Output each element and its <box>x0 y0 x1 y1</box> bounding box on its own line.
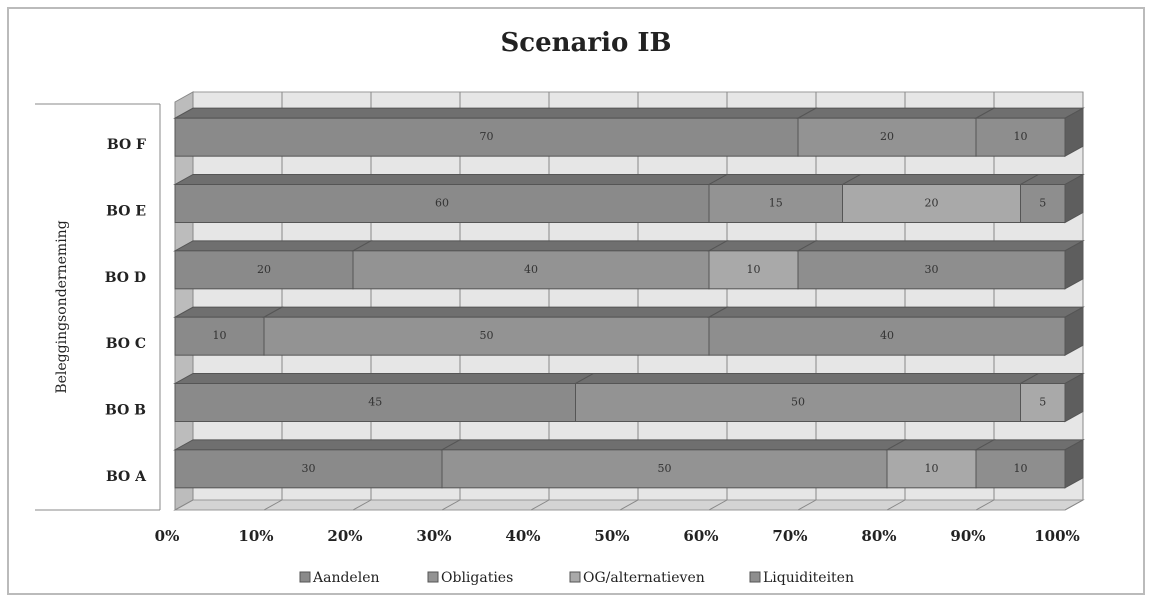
x-tick-label: 90% <box>950 527 985 545</box>
x-tick-label: 70% <box>772 527 807 545</box>
bar-end <box>1064 239 1084 290</box>
x-tick-label: 40% <box>505 527 540 545</box>
grid-line <box>797 499 817 511</box>
bar <box>797 250 1066 290</box>
bar-top <box>173 107 818 119</box>
data-label: 40 <box>524 263 538 276</box>
bar <box>708 250 799 290</box>
data-label: 70 <box>480 130 494 143</box>
grid-line <box>886 499 906 511</box>
bar <box>263 316 710 356</box>
legend-label: OG/alternatieven <box>583 570 705 586</box>
legend-label: Liquiditeiten <box>763 570 854 586</box>
y-tick-label: BO F <box>107 137 146 153</box>
grid-line <box>708 499 728 511</box>
legend-swatch <box>749 571 761 583</box>
bar <box>1020 383 1066 422</box>
y-axis-label: Beleggingsonderneming <box>54 220 70 393</box>
bar-top <box>173 240 373 252</box>
bar-top <box>173 373 596 384</box>
data-label: 30 <box>925 263 939 276</box>
x-tick-label: 80% <box>861 527 896 545</box>
bar <box>174 316 265 356</box>
data-label: 10 <box>213 329 227 342</box>
x-tick-label: 10% <box>238 527 273 545</box>
bar-top <box>262 306 729 318</box>
data-label: 40 <box>880 329 894 342</box>
data-label: 20 <box>925 197 939 210</box>
x-tick-label: 50% <box>594 527 629 545</box>
bar-top <box>173 174 729 185</box>
chart-title: Scenario IB <box>500 28 671 58</box>
grid-line <box>174 499 194 511</box>
data-label: 20 <box>880 130 894 143</box>
grid-line <box>619 499 639 511</box>
y-tick-label: BO D <box>105 270 146 286</box>
bar <box>708 316 1066 356</box>
data-label: 20 <box>257 263 271 276</box>
data-label: 10 <box>1014 462 1028 475</box>
data-label: 5 <box>1039 396 1046 409</box>
data-label: 60 <box>435 197 449 210</box>
grid-line <box>441 499 461 511</box>
data-label: 10 <box>1014 130 1028 143</box>
legend-label: Aandelen <box>312 570 380 586</box>
grid-line <box>263 499 283 511</box>
bar-end <box>1064 372 1084 423</box>
bar <box>708 184 843 223</box>
bar <box>174 383 576 422</box>
bar <box>174 184 710 223</box>
legend-label: Obligaties <box>441 570 513 586</box>
bar <box>174 117 799 157</box>
bar <box>441 449 888 489</box>
bar <box>575 383 1021 422</box>
bar-top <box>707 306 1085 318</box>
data-label: 10 <box>747 263 761 276</box>
legend-swatch <box>299 571 311 583</box>
bar-top <box>840 174 1041 185</box>
x-tick-label: 20% <box>327 527 362 545</box>
data-label: 45 <box>368 396 382 409</box>
data-label: 30 <box>302 462 316 475</box>
bar-end <box>1064 173 1084 224</box>
bar-end <box>1064 438 1084 489</box>
data-label: 50 <box>480 329 494 342</box>
grid-line <box>1064 499 1084 511</box>
bar <box>975 117 1066 157</box>
data-label: 5 <box>1039 197 1046 210</box>
x-tick-label: 60% <box>683 527 718 545</box>
bar-top <box>173 439 462 451</box>
y-tick-label: BO E <box>106 204 146 220</box>
bar <box>975 449 1066 489</box>
grid-line <box>975 499 995 511</box>
data-label: 50 <box>791 396 805 409</box>
legend-swatch <box>569 571 581 583</box>
y-tick-label: BO A <box>106 469 147 485</box>
x-tick-label: 30% <box>416 527 451 545</box>
bar-top <box>707 174 863 185</box>
data-label: 50 <box>658 462 672 475</box>
x-tick-label: 100% <box>1034 527 1080 545</box>
legend-swatch <box>427 571 439 583</box>
grid-line <box>530 499 550 511</box>
bar-end <box>1064 107 1084 158</box>
bar <box>352 250 710 290</box>
bar-top <box>796 107 996 119</box>
bar <box>1020 184 1066 223</box>
bar-end <box>1064 306 1084 357</box>
bar-top <box>796 240 1085 252</box>
data-label: 10 <box>925 462 939 475</box>
bar-top <box>440 439 907 451</box>
x-tick-label: 0% <box>155 527 180 545</box>
y-tick-label: BO B <box>105 403 146 419</box>
data-label: 15 <box>769 197 783 210</box>
grid-line <box>352 499 372 511</box>
bar-top <box>351 240 729 252</box>
bar <box>842 184 1021 223</box>
y-tick-label: BO C <box>106 336 146 352</box>
bar-top <box>573 373 1041 384</box>
